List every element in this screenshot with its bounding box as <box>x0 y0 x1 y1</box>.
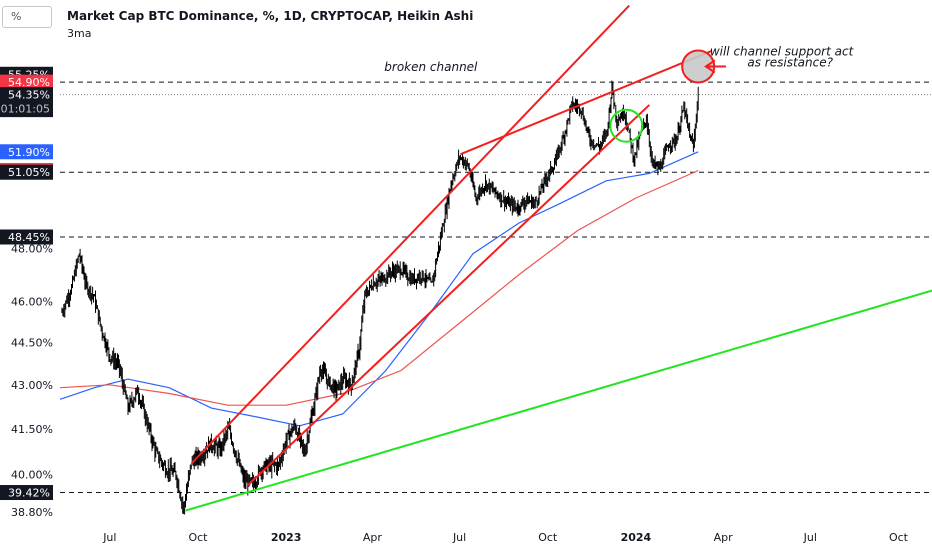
x-axis-tick-label: Oct <box>889 531 909 544</box>
price-label-value: 54.90% <box>8 76 50 89</box>
price-label-value: 39.42% <box>8 487 50 500</box>
highlight-circle <box>609 108 644 143</box>
x-axis-tick-label: Apr <box>714 531 734 544</box>
price-label-box <box>0 74 53 90</box>
trend-line <box>185 289 932 512</box>
y-axis-tick-label: 48.00% <box>11 243 53 256</box>
x-axis-tick-label: 2024 <box>621 531 652 544</box>
arrow-head <box>704 59 716 74</box>
price-label-value: 51.90% <box>8 146 50 159</box>
y-axis-tick-label: 38.80% <box>11 506 53 519</box>
price-label-box <box>0 229 53 245</box>
chart-annotation: as resistance? <box>747 55 833 69</box>
x-axis-tick-label: Oct <box>538 531 558 544</box>
trend-line <box>190 4 630 465</box>
x-axis-tick-label: 2023 <box>271 531 302 544</box>
y-axis-tick-label: 40.00% <box>11 468 53 481</box>
y-axis-tick-label: 44.50% <box>11 336 53 349</box>
x-axis-tick-label: Apr <box>363 531 383 544</box>
x-axis-tick-label: Jul <box>102 531 116 544</box>
y-axis-tick-label: 41.50% <box>11 423 53 436</box>
scale-toggle-button[interactable]: % <box>2 6 52 28</box>
chart-title: Market Cap BTC Dominance, %, 1D, CRYPTOC… <box>67 9 474 23</box>
chart-annotation: will channel support act <box>710 44 855 58</box>
chart-annotation: broken channel <box>384 60 478 74</box>
x-axis-tick-label: Jul <box>803 531 817 544</box>
price-label-value: 48.45% <box>8 231 50 244</box>
y-axis-tick-label: 46.00% <box>11 295 53 308</box>
price-label-box <box>0 87 53 118</box>
moving-average-line <box>59 169 699 406</box>
y-axis-tick-label: 43.00% <box>11 379 53 392</box>
price-label-value: 54.35% <box>8 89 50 102</box>
trend-line <box>247 104 651 487</box>
indicator-label: 3ma <box>67 27 92 40</box>
x-axis-tick-label: Oct <box>188 531 208 544</box>
bar-countdown: 01:01:05 <box>1 103 50 116</box>
x-axis-tick-label: Jul <box>452 531 466 544</box>
trend-line <box>460 50 712 156</box>
moving-average-line <box>59 151 699 427</box>
price-label-box <box>0 164 53 180</box>
price-label-box <box>0 485 53 501</box>
chart-legend: Market Cap BTC Dominance, %, 1D, CRYPTOC… <box>67 9 473 40</box>
price-label-box <box>0 144 53 160</box>
price-label-value: 51.05% <box>8 166 50 179</box>
